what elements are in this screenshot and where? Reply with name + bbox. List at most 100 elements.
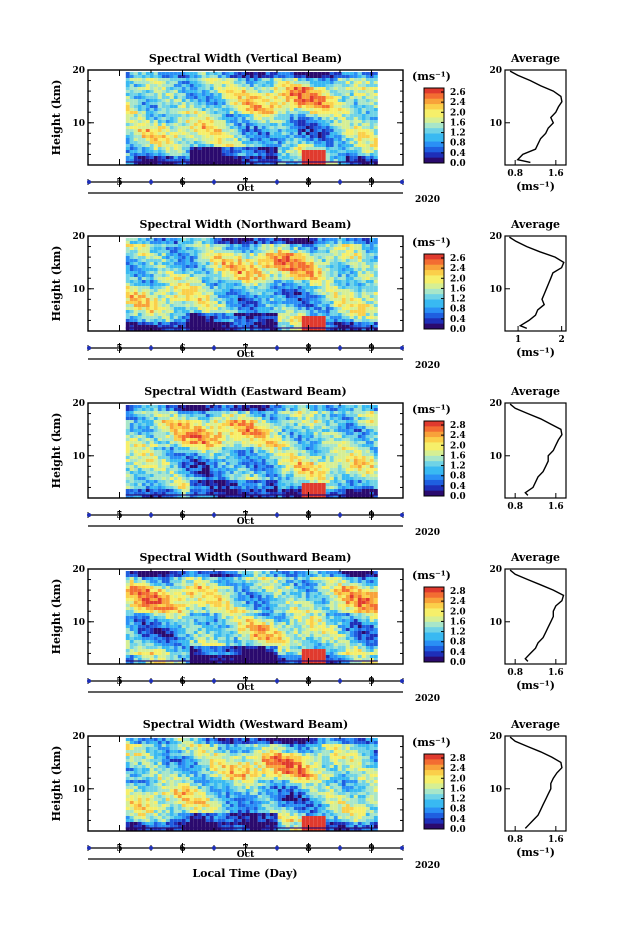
colorbar-tick-label: 1.2 xyxy=(450,295,466,305)
average-x-label: (ms⁻¹) xyxy=(516,679,555,692)
panel-title: Spectral Width (Vertical Beam) xyxy=(149,52,342,65)
colorbar-tick-label: 0.0 xyxy=(450,159,466,169)
average-x-tick-label: 2 xyxy=(559,335,565,345)
average-x-tick-label: 1.6 xyxy=(548,502,564,512)
date-marker xyxy=(87,846,91,850)
date-marker xyxy=(275,180,279,184)
date-marker xyxy=(400,180,404,184)
colorbar-tick-label: 0.4 xyxy=(450,149,466,159)
colorbar: 2.82.42.01.61.20.80.40.0 xyxy=(423,753,466,835)
panel-title: Spectral Width (Eastward Beam) xyxy=(144,385,346,398)
x-tick-label: 5 xyxy=(116,344,122,354)
colorbar-tick-label: 2.8 xyxy=(450,421,466,431)
x-tick-label: 6 xyxy=(179,511,185,521)
x-tick-label: 7 xyxy=(242,511,248,521)
x-tick-label: 7 xyxy=(242,178,248,188)
average-y-tick-label: 10 xyxy=(489,285,502,295)
date-marker xyxy=(400,679,404,683)
average-x-tick-label: 1.6 xyxy=(548,169,564,179)
average-y-tick-label: 20 xyxy=(489,732,502,742)
average-x-tick-label: 0.8 xyxy=(507,502,523,512)
average-frame xyxy=(504,235,567,332)
date-marker xyxy=(338,346,342,350)
x-year-label: 2020 xyxy=(415,361,440,371)
x-month-label: Oct xyxy=(237,350,255,360)
colorbar-tick-label: 1.6 xyxy=(450,118,466,128)
average-profile-panel: Average 10 20 0.8 1.6(ms⁻¹) xyxy=(489,52,567,193)
average-x-tick-label: 0.8 xyxy=(507,169,523,179)
y-tick-label: 20 xyxy=(72,565,85,575)
colorbar-tick-label: 1.2 xyxy=(450,129,466,139)
x-tick-label: 7 xyxy=(242,844,248,854)
y-tick-label: 10 xyxy=(72,285,85,295)
x-tick-label: 5 xyxy=(116,511,122,521)
colorbar-tick-label: 1.6 xyxy=(450,617,466,627)
x-tick-label: 9 xyxy=(368,677,374,687)
average-title: Average xyxy=(510,218,560,231)
y-tick-label: 10 xyxy=(72,785,85,795)
x-tick-label: 9 xyxy=(368,344,374,354)
date-marker xyxy=(149,346,153,350)
colorbar-tick-label: 0.0 xyxy=(450,825,466,835)
colorbar-unit: (ms⁻¹) xyxy=(412,569,451,582)
colorbar: 2.82.42.01.61.20.80.40.0 xyxy=(423,586,466,668)
colorbar-tick-label: 0.8 xyxy=(450,139,466,149)
x-month-label: Oct xyxy=(237,683,255,693)
x-tick-label: 5 xyxy=(116,178,122,188)
date-marker xyxy=(338,513,342,517)
colorbar-unit: (ms⁻¹) xyxy=(412,736,451,749)
colorbar-tick-label: 1.6 xyxy=(450,784,466,794)
average-y-tick-label: 20 xyxy=(489,399,502,409)
average-profile-panel: Average 10 20 0.8 1.6(ms⁻¹) xyxy=(489,718,567,859)
average-title: Average xyxy=(510,551,560,564)
date-marker xyxy=(212,346,216,350)
colorbar-tick-label: 0.4 xyxy=(450,482,466,492)
x-tick-label: 6 xyxy=(179,344,185,354)
panel-5: Spectral Width (Westward Beam) 10 20 Height… xyxy=(50,718,567,871)
average-x-label: (ms⁻¹) xyxy=(516,346,555,359)
colorbar-tick-label: 2.0 xyxy=(450,274,466,284)
x-tick-label: 8 xyxy=(305,511,311,521)
average-profile-line xyxy=(509,736,563,829)
average-y-tick-label: 20 xyxy=(489,66,502,76)
x-tick-label: 8 xyxy=(305,844,311,854)
colorbar-tick-label: 0.0 xyxy=(450,658,466,668)
average-y-tick-label: 20 xyxy=(489,565,502,575)
colorbar: 2.62.42.01.61.20.80.40.0 xyxy=(423,87,466,169)
date-marker xyxy=(275,513,279,517)
colorbar-tick-label: 1.6 xyxy=(450,284,466,294)
y-axis-label: Height (km) xyxy=(50,80,63,156)
colorbar-tick-label: 0.8 xyxy=(450,805,466,815)
x-year-label: 2020 xyxy=(415,694,440,704)
heatmap-field xyxy=(125,72,378,165)
date-marker xyxy=(400,346,404,350)
date-marker xyxy=(338,180,342,184)
panel-1: Spectral Width (Vertical Beam) 10 20 Height… xyxy=(50,52,567,205)
date-marker xyxy=(87,346,91,350)
date-marker xyxy=(87,679,91,683)
colorbar-tick-label: 0.4 xyxy=(450,815,466,825)
heatmap-field xyxy=(125,571,378,664)
average-x-tick-label: 1.6 xyxy=(548,668,564,678)
colorbar-tick-label: 2.8 xyxy=(450,754,466,764)
y-axis-label: Height (km) xyxy=(50,413,63,489)
y-tick-label: 10 xyxy=(72,618,85,628)
date-marker xyxy=(338,679,342,683)
y-tick-label: 20 xyxy=(72,232,85,242)
x-tick-label: 9 xyxy=(368,511,374,521)
average-frame xyxy=(504,69,567,166)
panel-4: Spectral Width (Southward Beam) 10 20 Heigh… xyxy=(50,551,567,704)
date-marker xyxy=(87,180,91,184)
average-frame xyxy=(504,568,567,665)
date-marker xyxy=(338,846,342,850)
panel-2: Spectral Width (Northward Beam) 10 20 Heigh… xyxy=(50,218,567,371)
y-axis-label: Height (km) xyxy=(50,746,63,822)
average-profile-line xyxy=(509,403,563,496)
average-title: Average xyxy=(510,52,560,65)
y-tick-label: 10 xyxy=(72,452,85,462)
x-tick-label: 5 xyxy=(116,844,122,854)
colorbar-tick-label: 0.8 xyxy=(450,638,466,648)
colorbar-tick-label: 0.0 xyxy=(450,325,466,335)
colorbar-unit: (ms⁻¹) xyxy=(412,236,451,249)
